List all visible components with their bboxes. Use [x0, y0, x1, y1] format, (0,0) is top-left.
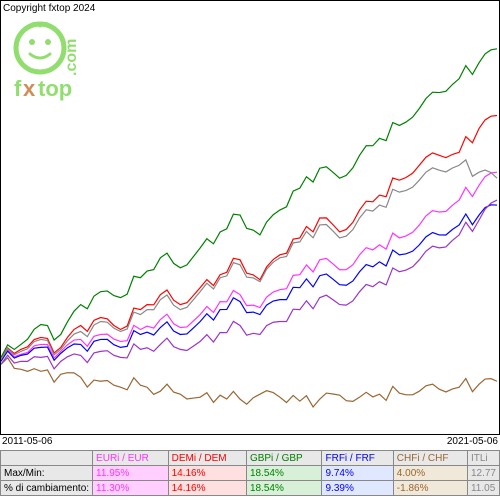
svg-text:x: x [23, 76, 36, 101]
col-header-0: EURi / EUR [93, 451, 169, 466]
x-axis-labels: 2011-05-06 2021-05-06 [0, 436, 500, 450]
series-ITLi/ITL [1, 160, 497, 359]
table-corner [1, 451, 93, 466]
svg-text:top: top [38, 76, 72, 101]
cell-maxmin-5: 12.77 [467, 466, 499, 481]
data-table: EURi / EURDEMi / DEMGBPi / GBPFRFi / FRF… [0, 450, 500, 496]
cell-maxmin-0: 11.95% [93, 466, 169, 481]
cell-maxmin-4: 4.00% [393, 466, 467, 481]
col-header-1: DEMi / DEM [168, 451, 246, 466]
series-DEMi/DEM [1, 115, 497, 359]
cell-change-2: 18.54% [246, 481, 322, 496]
cell-maxmin-1: 14.16% [168, 466, 246, 481]
cell-change-1: 14.16% [168, 481, 246, 496]
col-header-5: ITLi [467, 451, 499, 466]
col-header-3: FRFi / FRF [322, 451, 393, 466]
copyright-text: Copyright fxtop 2024 [3, 3, 95, 14]
cell-change-3: 9.39% [322, 481, 393, 496]
col-header-4: CHFi / CHF [393, 451, 467, 466]
fxtop-logo: f x top .com [8, 18, 98, 116]
cell-change-5: 11.05 [467, 481, 499, 496]
series-FRFi/FRF [1, 205, 497, 362]
row-label-change: % di cambiamento: [1, 481, 93, 496]
cell-maxmin-2: 18.54% [246, 466, 322, 481]
col-header-2: GBPi / GBP [246, 451, 322, 466]
x-axis-end: 2021-05-06 [447, 436, 498, 447]
svg-text:f: f [14, 76, 22, 101]
x-axis-start: 2011-05-06 [2, 436, 52, 447]
svg-text:.com: .com [63, 39, 80, 76]
cell-change-0: 11.30% [93, 481, 169, 496]
cell-maxmin-3: 9.74% [322, 466, 393, 481]
series-CHFi/CHF [1, 358, 497, 407]
series-EURi/EUR [1, 172, 497, 359]
row-label-maxmin: Max/Min: [1, 466, 93, 481]
cell-change-4: -1.86% [393, 481, 467, 496]
